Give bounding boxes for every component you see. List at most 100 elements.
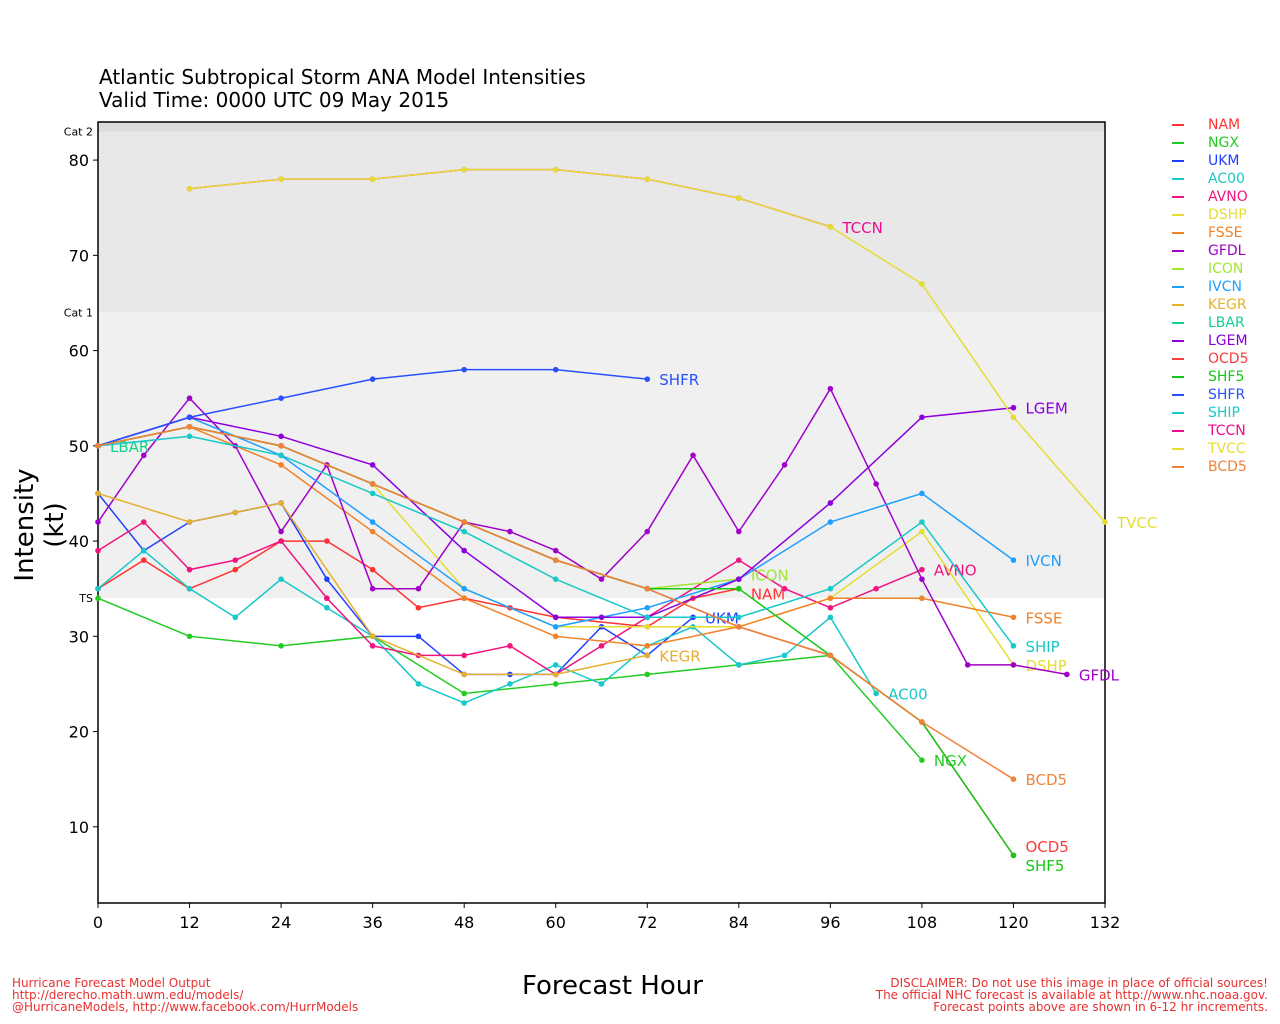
- data-point-ac00: [507, 681, 513, 687]
- data-point-bcd5: [95, 443, 101, 449]
- data-point-gfdl: [736, 528, 742, 535]
- series-end-label: GFDL: [1079, 666, 1120, 684]
- legend-label: TVCC: [1208, 441, 1246, 457]
- data-point-lgem: [598, 614, 605, 621]
- footer-left: Hurricane Forecast Model Output http://d…: [12, 977, 358, 1013]
- data-point-ship: [736, 614, 742, 621]
- data-point-ship: [278, 452, 284, 459]
- data-point-kegr: [644, 652, 651, 659]
- data-point-ivcn: [644, 604, 651, 611]
- data-point-lgem: [369, 462, 376, 468]
- data-point-gfdl: [598, 576, 605, 582]
- series-end-label: TCCN: [841, 219, 882, 237]
- legend-label: AVNO: [1208, 189, 1248, 205]
- data-point-avno: [781, 585, 788, 592]
- data-point-ukm: [415, 633, 422, 640]
- data-point-nam: [415, 604, 422, 611]
- legend-swatch: [1172, 430, 1184, 432]
- series-end-label: SHIP: [1025, 638, 1059, 656]
- legend-item-fsse: FSSE: [1172, 224, 1248, 242]
- x-tick-label: 60: [546, 913, 566, 932]
- x-tick-label: 96: [820, 913, 840, 932]
- x-tick-label: 24: [271, 913, 291, 932]
- data-point-ship: [1010, 643, 1017, 649]
- data-point-avno: [827, 604, 834, 611]
- data-point-kegr: [186, 519, 193, 525]
- legend-item-nam: NAM: [1172, 116, 1248, 134]
- series-end-label: BCD5: [1025, 771, 1067, 789]
- data-point-bcd5: [278, 443, 284, 449]
- data-point-avno: [507, 643, 513, 649]
- data-point-ivcn: [919, 490, 925, 497]
- y-tick-label: 30: [69, 627, 89, 646]
- data-point-avno: [461, 652, 467, 659]
- series-end-label: NGX: [934, 752, 967, 770]
- legend-swatch: [1172, 394, 1184, 396]
- data-point-ship: [186, 433, 193, 440]
- legend-label: SHF5: [1208, 369, 1245, 385]
- legend-swatch: [1172, 412, 1184, 414]
- legend: NAM NGX UKM AC00 AVNO DSHP FSSE GFDL ICON IVCN KEG…: [1172, 116, 1248, 476]
- data-point-tvcc: [186, 185, 193, 192]
- footer-line: http://derecho.math.uwm.edu/models/: [12, 988, 244, 1002]
- band-label: Cat 2: [64, 126, 93, 139]
- legend-label: GFDL: [1208, 243, 1246, 259]
- data-point-shfr: [461, 366, 467, 373]
- legend-label: NGX: [1208, 135, 1239, 151]
- legend-label: DSHP: [1208, 207, 1247, 223]
- series-line-kegr: [97, 492, 648, 676]
- data-point-ship: [827, 585, 834, 592]
- data-point-dshp: [919, 528, 925, 535]
- data-point-bcd5: [919, 719, 925, 725]
- legend-swatch: [1172, 178, 1184, 180]
- chart-title: Atlantic Subtropical Storm ANA Model Int…: [99, 66, 586, 112]
- data-point-lgem: [919, 414, 925, 421]
- data-point-gfdl: [140, 452, 147, 459]
- data-point-tvcc: [1102, 519, 1108, 525]
- data-point-ac00: [827, 614, 834, 621]
- legend-item-ocd5: OCD5: [1172, 350, 1248, 368]
- data-point-avno: [278, 538, 284, 544]
- x-axis-label: Forecast Hour: [522, 971, 703, 1001]
- title-line: Atlantic Subtropical Storm ANA Model Int…: [99, 65, 586, 89]
- data-point-ngx: [919, 757, 925, 763]
- data-point-ac00: [278, 576, 284, 582]
- legend-label: FSSE: [1208, 225, 1243, 241]
- data-point-fsse: [919, 595, 925, 602]
- data-point-tvcc: [827, 223, 834, 230]
- footer-line: Hurricane Forecast Model Output: [12, 976, 211, 990]
- data-point-ukm: [324, 576, 330, 582]
- data-point-fsse: [369, 528, 376, 535]
- data-point-fsse: [461, 595, 467, 602]
- series-line-lgem: [97, 406, 1014, 619]
- series-end-label: OCD5: [1025, 838, 1068, 856]
- legend-swatch: [1172, 196, 1184, 198]
- disclaimer-line: The official NHC forecast is available a…: [875, 988, 1268, 1002]
- legend-item-tvcc: TVCC: [1172, 440, 1248, 458]
- legend-label: NAM: [1208, 117, 1241, 133]
- legend-item-gfdl: GFDL: [1172, 242, 1248, 260]
- intensity-band: [98, 122, 1105, 132]
- data-point-shfr: [186, 414, 193, 421]
- data-point-nam: [324, 538, 330, 544]
- data-point-ac00: [873, 690, 879, 697]
- data-point-bcd5: [186, 423, 193, 430]
- data-point-gfdl: [690, 452, 696, 459]
- intensity-band: [98, 131, 1105, 313]
- data-point-avno: [369, 643, 376, 649]
- legend-swatch: [1172, 124, 1184, 126]
- data-point-bcd5: [644, 585, 651, 592]
- data-point-fsse: [1010, 614, 1017, 621]
- data-point-ac00: [95, 585, 101, 592]
- data-point-ngx: [278, 643, 284, 649]
- data-point-ac00: [461, 700, 467, 706]
- y-tick-label: 10: [69, 818, 89, 837]
- x-tick-label: 36: [362, 913, 382, 932]
- x-tick-label: 84: [729, 913, 749, 932]
- x-tick-label: 48: [454, 913, 474, 932]
- legend-swatch: [1172, 466, 1184, 468]
- series-end-label: KEGR: [659, 647, 700, 665]
- data-point-gfdl: [1064, 671, 1070, 678]
- legend-label: UKM: [1208, 153, 1240, 169]
- data-point-ship: [369, 490, 376, 497]
